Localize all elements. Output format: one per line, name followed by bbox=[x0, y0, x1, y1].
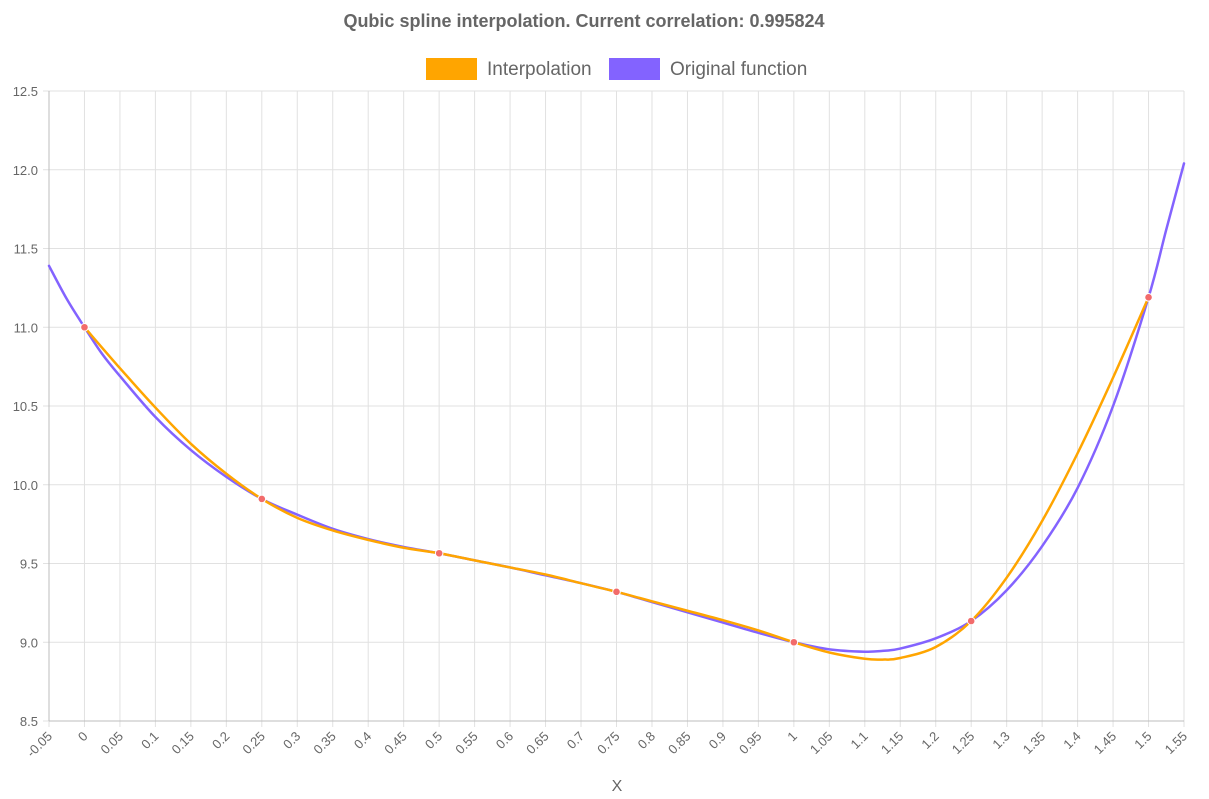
legend-swatch-interpolation[interactable] bbox=[426, 58, 477, 80]
y-tick-label-9p0: 9.0 bbox=[20, 635, 38, 650]
y-tick-label-10p0: 10.0 bbox=[13, 478, 38, 493]
x-tick-label-0p5: 0.5 bbox=[422, 729, 445, 752]
x-tick-label-neg0p05: -0.05 bbox=[24, 729, 56, 761]
chart-title: Qubic spline interpolation. Current corr… bbox=[343, 11, 824, 31]
data-point-1[interactable] bbox=[789, 637, 799, 647]
data-point-0[interactable] bbox=[80, 322, 89, 332]
x-tick-label-0p65: 0.65 bbox=[523, 729, 552, 758]
y-tick-label-11p5: 11.5 bbox=[14, 242, 38, 257]
x-tick-label-0p3: 0.3 bbox=[280, 729, 303, 752]
x-tick-label-0p35: 0.35 bbox=[310, 729, 339, 758]
axes bbox=[48, 91, 1184, 722]
data-point-1p25[interactable] bbox=[966, 616, 976, 626]
x-tick-label-0p95: 0.95 bbox=[736, 729, 765, 758]
y-tick-label-11p0: 11.0 bbox=[14, 320, 38, 335]
x-tick-label-1p15: 1.15 bbox=[878, 729, 907, 758]
x-tick-label-0p25: 0.25 bbox=[239, 729, 268, 758]
x-tick-label-1p3: 1.3 bbox=[989, 729, 1012, 752]
x-tick-label-0p55: 0.55 bbox=[452, 729, 481, 758]
x-tick-label-0p8: 0.8 bbox=[635, 729, 658, 752]
x-tick-label-0p75: 0.75 bbox=[594, 729, 623, 758]
data-point-0p75[interactable] bbox=[612, 587, 621, 597]
x-tick-label-0p4: 0.4 bbox=[351, 729, 374, 752]
x-tick-label-1p35: 1.35 bbox=[1020, 729, 1049, 758]
x-tick-label-0p1: 0.1 bbox=[138, 729, 161, 752]
x-tick-label-1p25: 1.25 bbox=[949, 729, 978, 758]
y-tick-label-10p5: 10.5 bbox=[13, 399, 38, 414]
legend-label-interpolation[interactable]: Interpolation bbox=[487, 59, 592, 80]
x-tick-label-0p15: 0.15 bbox=[168, 729, 197, 758]
x-tick-label-0p45: 0.45 bbox=[381, 729, 410, 758]
x-tick-label-0p05: 0.05 bbox=[98, 729, 127, 758]
series-layer bbox=[47, 162, 1186, 661]
legend[interactable]: Interpolation Original function bbox=[426, 58, 807, 80]
x-tick-label-1p05: 1.05 bbox=[807, 729, 836, 758]
y-tick-label-8p5: 8.5 bbox=[20, 714, 38, 729]
x-tick-label-1p55: 1.55 bbox=[1162, 729, 1191, 758]
y-tick-label-12p5: 12.5 bbox=[13, 84, 38, 99]
x-tick-label-0p85: 0.85 bbox=[665, 729, 694, 758]
x-tick-label-0p9: 0.9 bbox=[706, 729, 729, 752]
data-point-0p25[interactable] bbox=[257, 494, 267, 504]
legend-swatch-original-function[interactable] bbox=[609, 58, 660, 80]
x-gridlines bbox=[48, 91, 1185, 727]
x-tick-label-0p6: 0.6 bbox=[493, 729, 516, 752]
data-point-1p5[interactable] bbox=[1144, 293, 1153, 302]
data-point-0p5[interactable] bbox=[434, 548, 444, 558]
marker-layer bbox=[80, 293, 1153, 647]
x-tick-label-0p7: 0.7 bbox=[564, 729, 587, 752]
x-tick-labels: -0.05 0 0.05 0.1 0.15 0.2 0.25 0.3 0.35 0.4 0.45 0.… bbox=[24, 729, 1191, 761]
x-tick-label-1: 1 bbox=[784, 729, 800, 745]
x-tick-label-1p4: 1.4 bbox=[1060, 729, 1083, 752]
x-axis-title: X bbox=[612, 778, 623, 795]
x-tick-label-1p2: 1.2 bbox=[918, 729, 941, 752]
y-gridlines bbox=[43, 90, 1184, 722]
y-tick-label-12p0: 12.0 bbox=[13, 163, 38, 178]
x-tick-label-1p1: 1.1 bbox=[848, 729, 871, 752]
y-tick-label-9p5: 9.5 bbox=[20, 557, 38, 572]
x-tick-label-0: 0 bbox=[75, 729, 91, 745]
series-line-interpolation[interactable] bbox=[83, 296, 1150, 661]
y-tick-labels: 8.5 9.0 9.5 10.0 10.5 11.0 11.5 12.0 12.5 bbox=[13, 84, 38, 729]
x-tick-label-0p2: 0.2 bbox=[209, 729, 232, 752]
x-tick-label-1p5: 1.5 bbox=[1131, 729, 1154, 752]
legend-label-original-function[interactable]: Original function bbox=[670, 59, 807, 80]
x-tick-label-1p45: 1.45 bbox=[1091, 729, 1120, 758]
